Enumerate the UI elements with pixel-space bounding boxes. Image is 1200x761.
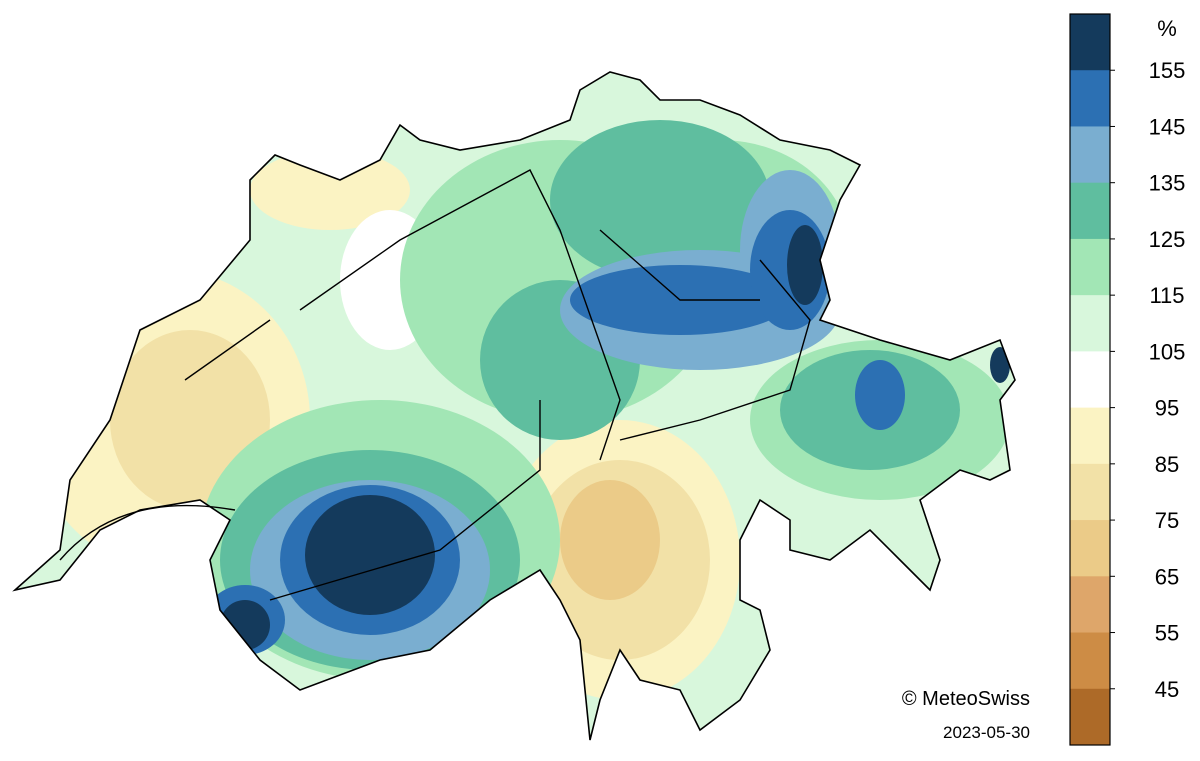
color-band (1070, 238, 1110, 296)
tick-label: 125 (1149, 227, 1186, 252)
color-band (1070, 463, 1110, 521)
color-band (1070, 14, 1110, 71)
color-band (1070, 407, 1110, 465)
color-band (1070, 351, 1110, 409)
legend: 155 145 135 125 115 105 95 85 75 65 55 45% (1069, 13, 1186, 746)
tick-label: 155 (1149, 58, 1186, 83)
borders (59, 169, 811, 601)
tick-label: 105 (1149, 339, 1186, 364)
tick-label: 135 (1149, 171, 1186, 196)
precip-field (15, 72, 1015, 740)
colorbar-frame (1069, 13, 1111, 746)
color-band (1070, 632, 1110, 690)
date: 2023-05-30 (943, 723, 1030, 742)
tick-label: 145 (1149, 114, 1186, 139)
tick-label: 75 (1155, 508, 1179, 533)
color-band (1070, 70, 1110, 127)
tick-label: 85 (1155, 452, 1179, 477)
color-band (1070, 182, 1110, 240)
tick-label: 55 (1155, 621, 1179, 646)
color-band (1070, 688, 1110, 746)
legend-unit: % (1157, 16, 1177, 41)
color-band (1070, 520, 1110, 577)
tick-label: 65 (1155, 564, 1179, 589)
tick-label: 115 (1149, 283, 1184, 308)
color-band (1070, 576, 1110, 634)
tick-label: 95 (1155, 396, 1179, 421)
credit: © MeteoSwiss (902, 688, 1030, 710)
color-band (1070, 126, 1110, 184)
tick-label: 45 (1155, 677, 1179, 702)
color-band (1070, 295, 1110, 352)
